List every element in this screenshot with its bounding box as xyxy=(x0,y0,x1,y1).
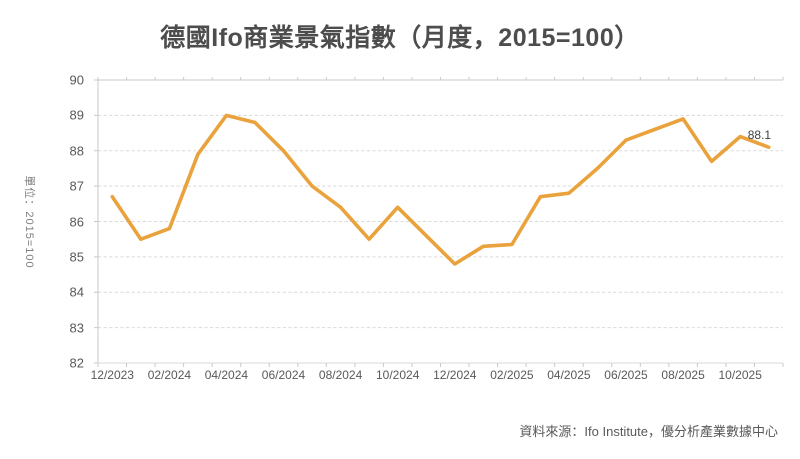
x-tick-label: 08/2024 xyxy=(318,368,363,382)
x-tick-label: 06/2024 xyxy=(261,368,306,382)
y-tick-label: 88 xyxy=(69,143,84,159)
x-tick-label: 08/2025 xyxy=(661,368,705,382)
x-tick-label: 10/2025 xyxy=(718,368,762,382)
x-tick-label: 02/2025 xyxy=(490,368,534,382)
y-tick-label: 83 xyxy=(69,320,84,336)
x-tick-label: 02/2024 xyxy=(147,368,192,382)
x-tick-label: 12/2023 xyxy=(90,368,134,382)
y-tick-label: 82 xyxy=(69,355,84,371)
y-tick-label: 90 xyxy=(69,72,84,88)
y-tick-label: 89 xyxy=(69,107,84,123)
source-note: 資料來源：Ifo Institute，優分析產業數據中心 xyxy=(519,424,778,439)
x-tick-label: 06/2025 xyxy=(604,368,648,382)
last-point-value-label: 88.1 xyxy=(747,128,772,143)
x-tick-label: 04/2025 xyxy=(547,368,591,382)
y-tick-label: 86 xyxy=(69,214,84,229)
y-tick-label: 87 xyxy=(69,178,84,194)
chart-title: 德國Ifo商業景氣指數（月度，2015=100） xyxy=(160,24,640,52)
y-tick-label: 84 xyxy=(69,284,84,300)
y-tick-label: 85 xyxy=(69,249,84,265)
data-line xyxy=(110,113,771,266)
x-tick-label: 04/2024 xyxy=(204,368,249,382)
x-tick-label: 12/2024 xyxy=(433,368,477,382)
x-tick-label: 10/2024 xyxy=(375,368,420,382)
